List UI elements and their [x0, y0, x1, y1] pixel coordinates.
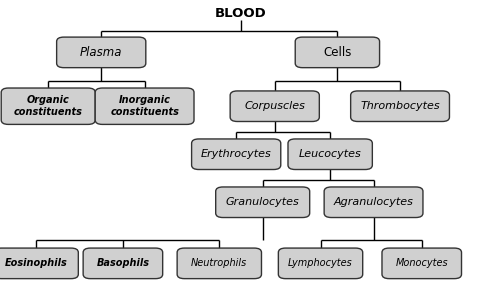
Text: Organic
constituents: Organic constituents — [14, 95, 82, 117]
FancyBboxPatch shape — [57, 37, 146, 68]
Text: Lymphocytes: Lymphocytes — [288, 258, 353, 268]
Text: Erythrocytes: Erythrocytes — [201, 149, 271, 159]
FancyBboxPatch shape — [95, 88, 194, 125]
FancyBboxPatch shape — [83, 248, 163, 279]
FancyBboxPatch shape — [230, 91, 319, 122]
Text: Thrombocytes: Thrombocytes — [360, 101, 440, 111]
Text: BLOOD: BLOOD — [215, 7, 267, 19]
Text: Neutrophils: Neutrophils — [191, 258, 247, 268]
FancyBboxPatch shape — [216, 187, 310, 218]
FancyBboxPatch shape — [0, 248, 78, 279]
Text: Plasma: Plasma — [80, 46, 122, 59]
Text: Granulocytes: Granulocytes — [226, 197, 300, 207]
FancyBboxPatch shape — [1, 88, 95, 125]
Text: Corpuscles: Corpuscles — [244, 101, 305, 111]
Text: Agranulocytes: Agranulocytes — [334, 197, 414, 207]
Text: Inorganic
constituents: Inorganic constituents — [110, 95, 179, 117]
FancyBboxPatch shape — [279, 248, 362, 279]
Text: Basophils: Basophils — [96, 258, 149, 268]
FancyBboxPatch shape — [295, 37, 379, 68]
Text: Leucocytes: Leucocytes — [299, 149, 362, 159]
Text: Cells: Cells — [323, 46, 351, 59]
FancyBboxPatch shape — [324, 187, 423, 218]
Text: Eosinophils: Eosinophils — [5, 258, 67, 268]
FancyBboxPatch shape — [382, 248, 462, 279]
Text: Monocytes: Monocytes — [395, 258, 448, 268]
FancyBboxPatch shape — [350, 91, 449, 122]
FancyBboxPatch shape — [191, 139, 281, 169]
FancyBboxPatch shape — [177, 248, 261, 279]
FancyBboxPatch shape — [288, 139, 372, 169]
